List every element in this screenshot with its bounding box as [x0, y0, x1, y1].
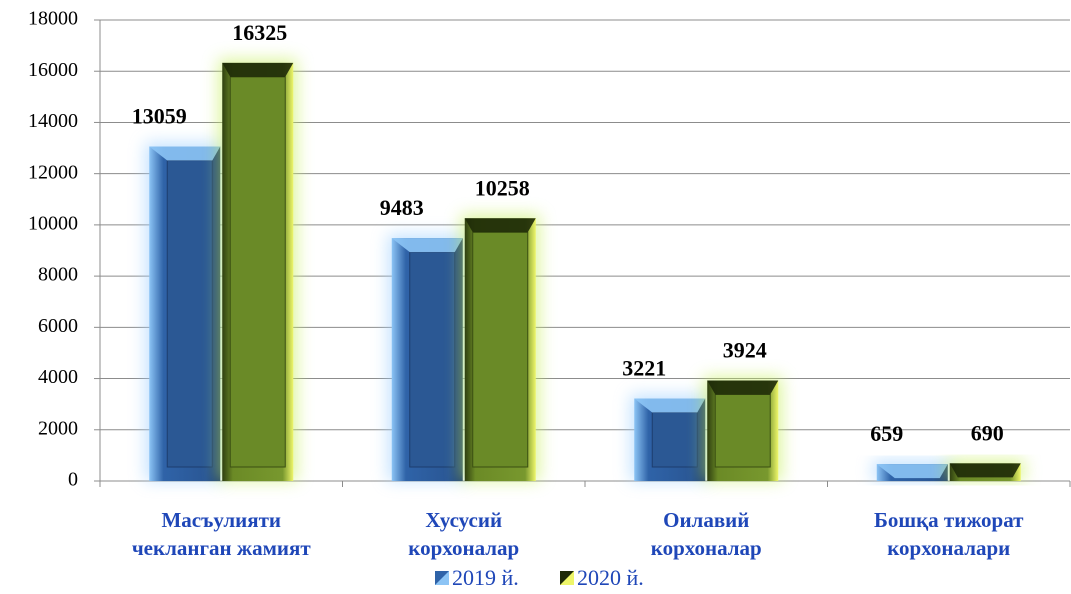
bar-bevel: [707, 380, 779, 395]
y-tick-label: 18000: [28, 8, 78, 30]
data-label: 659: [870, 421, 903, 446]
x-tick-label: Оилавий корхоналар: [651, 508, 762, 560]
legend-item: 2020 й.: [560, 565, 644, 590]
bar-inner: [651, 412, 698, 468]
y-tick-label: 4000: [38, 366, 78, 388]
bar-inner: [166, 160, 213, 468]
x-tick-label: Хусусий корхоналар: [408, 508, 519, 560]
bar-inner: [409, 251, 456, 468]
y-tick-label: 2000: [38, 417, 78, 439]
bar-inner: [714, 394, 771, 468]
x-tick-label: Бошқа тижорат корхоналари: [874, 508, 1024, 560]
legend-swatch-bevel: [560, 571, 574, 585]
bar-bevel: [391, 238, 463, 253]
data-label: 13059: [132, 104, 187, 129]
data-label: 3924: [723, 338, 767, 363]
y-tick-label: 8000: [38, 264, 78, 286]
legend-label: 2019 й.: [452, 565, 519, 590]
bar-bevel: [949, 463, 1021, 478]
legend-swatch-bevel: [435, 571, 449, 585]
x-tick-label: Масъулияти чекланган жамият: [132, 508, 312, 560]
data-label: 9483: [380, 195, 424, 220]
y-tick-label: 10000: [28, 212, 78, 234]
data-label: 3221: [622, 356, 666, 381]
data-label: 10258: [475, 175, 530, 200]
y-tick-label: 14000: [28, 110, 78, 132]
bar-inner: [472, 231, 529, 468]
data-label: 690: [971, 420, 1004, 445]
y-tick-label: 16000: [28, 59, 78, 81]
bar-bevel: [464, 218, 536, 233]
bar-inner: [229, 76, 286, 468]
bar-bevel: [876, 464, 948, 479]
y-tick-label: 12000: [28, 161, 78, 183]
bar-bevel: [222, 62, 294, 77]
bar-bevel: [634, 398, 706, 413]
y-tick-label: 6000: [38, 315, 78, 337]
legend-item: 2019 й.: [435, 565, 519, 590]
y-tick-label: 0: [68, 469, 78, 491]
bar-bevel: [149, 146, 221, 161]
data-label: 16325: [232, 20, 287, 45]
legend-label: 2020 й.: [577, 565, 644, 590]
